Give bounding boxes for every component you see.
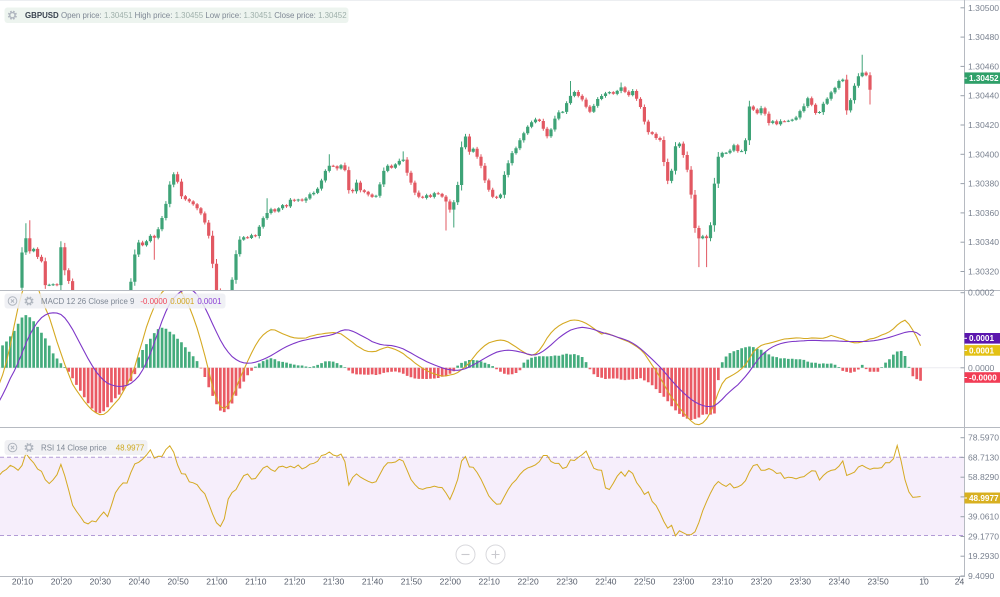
svg-text:20:10: 20:10 [12, 577, 34, 587]
svg-text:22:50: 22:50 [634, 577, 656, 587]
svg-text:23:50: 23:50 [867, 577, 889, 587]
svg-text:22:10: 22:10 [479, 577, 501, 587]
svg-text:22:00: 22:00 [440, 577, 462, 587]
svg-text:21:50: 21:50 [401, 577, 423, 587]
svg-text:29.1770: 29.1770 [968, 532, 999, 542]
svg-text:78.5970: 78.5970 [968, 433, 999, 443]
svg-text:0.0002: 0.0002 [968, 288, 995, 298]
svg-text:23:10: 23:10 [712, 577, 734, 587]
svg-text:1.30400: 1.30400 [968, 149, 999, 159]
svg-text:20:40: 20:40 [129, 577, 151, 587]
svg-text:21:40: 21:40 [362, 577, 384, 587]
svg-text:1.30340: 1.30340 [968, 237, 999, 247]
svg-text:23:20: 23:20 [751, 577, 773, 587]
svg-text:9.4090: 9.4090 [968, 571, 995, 581]
svg-text:GBPUSD Open price: 1.30451 Hig: GBPUSD Open price: 1.30451 High price: 1… [25, 11, 347, 20]
svg-text:20:30: 20:30 [90, 577, 112, 587]
svg-text:10: 10 [919, 577, 929, 587]
svg-text:21:00: 21:00 [206, 577, 228, 587]
svg-text:20:20: 20:20 [51, 577, 73, 587]
svg-text:1.30360: 1.30360 [968, 208, 999, 218]
svg-text:22:30: 22:30 [556, 577, 578, 587]
svg-text:39.0610: 39.0610 [968, 512, 999, 522]
svg-text:1.30480: 1.30480 [968, 32, 999, 42]
svg-text:48.9977: 48.9977 [969, 494, 999, 503]
svg-text:23:40: 23:40 [829, 577, 851, 587]
svg-text:0.0000: 0.0000 [968, 363, 995, 373]
svg-text:1.30380: 1.30380 [968, 179, 999, 189]
svg-text:1.30452: 1.30452 [969, 74, 999, 83]
svg-text:24: 24 [955, 577, 965, 587]
svg-text:1.30460: 1.30460 [968, 61, 999, 71]
svg-text:21:20: 21:20 [284, 577, 306, 587]
svg-text:20:50: 20:50 [167, 577, 189, 587]
svg-text:68.7130: 68.7130 [968, 452, 999, 462]
svg-text:23:30: 23:30 [790, 577, 812, 587]
svg-text:22:20: 22:20 [517, 577, 539, 587]
svg-text:1.30320: 1.30320 [968, 267, 999, 277]
svg-text:22:40: 22:40 [595, 577, 617, 587]
svg-text:1.30420: 1.30420 [968, 120, 999, 130]
svg-text:0.0001: 0.0001 [969, 334, 994, 343]
svg-text:-0.0000: -0.0000 [969, 373, 997, 382]
svg-text:1.30440: 1.30440 [968, 91, 999, 101]
svg-text:21:30: 21:30 [323, 577, 345, 587]
svg-text:0.0001: 0.0001 [969, 346, 994, 355]
svg-text:58.8290: 58.8290 [968, 472, 999, 482]
svg-text:21:10: 21:10 [245, 577, 267, 587]
svg-text:23:00: 23:00 [673, 577, 695, 587]
svg-text:1.30500: 1.30500 [968, 3, 999, 13]
svg-text:19.2930: 19.2930 [968, 551, 999, 561]
